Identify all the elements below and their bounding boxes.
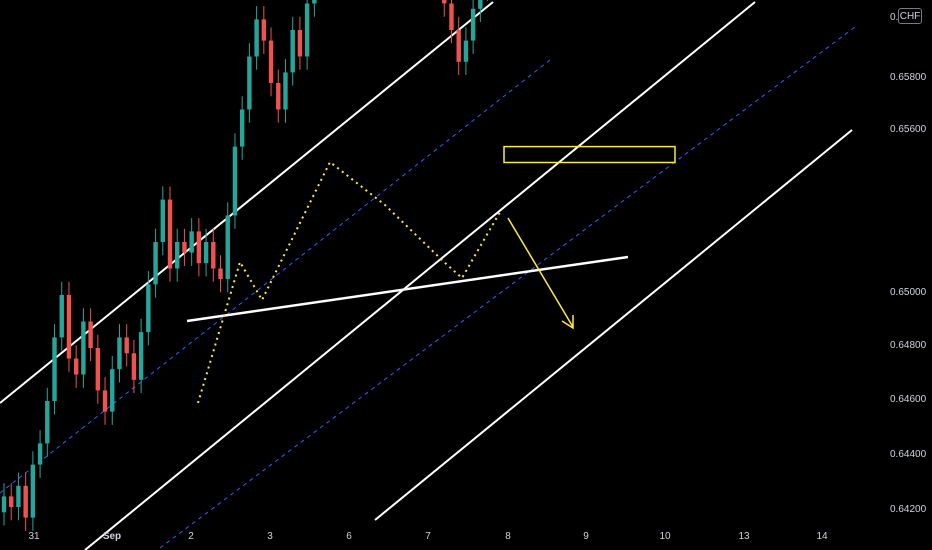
head-and-shoulders-pattern (197, 160, 501, 404)
target-arrow (507, 217, 574, 328)
candle-body (442, 0, 447, 4)
candle-body (225, 215, 230, 280)
candle-body (30, 464, 36, 518)
price-axis[interactable]: 0.65800 0.65600 0.65000 0.64800 0.64600 0.644… (890, 12, 927, 515)
candle-body (254, 19, 259, 57)
candle-body (239, 109, 245, 147)
candle-body (81, 321, 86, 375)
time-tick-label: 14 (816, 531, 828, 542)
price-tick-label-top: 0. (890, 12, 898, 23)
candle-body (218, 268, 223, 280)
candle-body (297, 30, 303, 57)
candle-body (160, 199, 165, 242)
currency-button[interactable]: CHF (898, 8, 922, 24)
price-tick-label: 0.64400 (890, 449, 927, 460)
candle-body (153, 242, 158, 285)
time-tick-label: 13 (738, 531, 750, 542)
price-tick-label: 0.65600 (890, 124, 927, 135)
channel-midline-1 (159, 26, 856, 549)
neckline (186, 255, 629, 323)
candle-body (9, 496, 14, 507)
currency-label: CHF (899, 11, 921, 22)
candle-body (117, 337, 122, 370)
time-tick-label: 7 (425, 531, 431, 542)
candle-body (182, 242, 187, 253)
candle-body (23, 485, 28, 518)
channel-lines (0, 1, 856, 550)
candle-body (95, 348, 101, 391)
channel-line-2 (374, 129, 853, 521)
candle-body (175, 242, 180, 269)
candle-body (290, 30, 295, 73)
candle-body (211, 242, 216, 269)
target-arrowhead (561, 315, 574, 330)
candle-body (66, 295, 72, 359)
candle-body (203, 242, 209, 264)
time-tick-label: 8 (505, 531, 511, 542)
candle-body (478, 0, 483, 9)
candle-body (124, 337, 129, 354)
candle-body (189, 231, 194, 253)
channel-midline-0 (0, 59, 551, 494)
channel-line-1 (84, 1, 756, 550)
candle-body (102, 390, 108, 412)
candle-body (52, 337, 57, 401)
candle-body (232, 146, 238, 216)
candle-body (16, 485, 21, 507)
candle-body (470, 8, 476, 41)
candle-body (138, 332, 144, 380)
candle-body (283, 72, 288, 110)
time-tick-label: 31 (28, 531, 40, 542)
candle-body (59, 295, 64, 338)
candle-body (456, 30, 461, 62)
time-tick-label: 2 (188, 531, 194, 542)
candle-body (45, 401, 50, 444)
time-tick-label: 10 (659, 531, 671, 542)
price-tick-label: 0.65000 (890, 287, 927, 298)
candle-body (146, 284, 151, 333)
candle-body (276, 83, 281, 110)
candles (1, 0, 489, 531)
candle-body (196, 231, 202, 264)
candle-body (1, 496, 7, 513)
candle-body (304, 3, 310, 57)
candle-body (37, 443, 43, 465)
time-axis[interactable]: 31 Sep 2 3 6 7 8 9 10 13 14 (28, 531, 828, 542)
candle-body (110, 369, 115, 412)
candle-body (449, 3, 454, 30)
price-tick-label: 0.64200 (890, 504, 927, 515)
time-tick-label: 6 (346, 531, 352, 542)
channel-line-0 (0, 1, 494, 404)
candle-body (167, 199, 173, 269)
drawings: SL (197, 145, 676, 404)
price-tick-label: 0.65800 (890, 72, 927, 83)
candle-body (247, 56, 252, 110)
candle-body (312, 0, 317, 4)
candle-body (131, 353, 137, 380)
candle-body (88, 321, 93, 348)
candle-body (268, 40, 274, 83)
candle-body (261, 19, 267, 41)
price-tick-label: 0.64600 (890, 394, 927, 405)
time-tick-label: 3 (267, 531, 273, 542)
candle-body (73, 358, 79, 375)
time-tick-label: 9 (583, 531, 589, 542)
price-tick-label: 0.64800 (890, 340, 927, 351)
candle-body (463, 40, 469, 62)
target-zone (503, 145, 676, 164)
time-tick-label: Sep (103, 531, 121, 542)
